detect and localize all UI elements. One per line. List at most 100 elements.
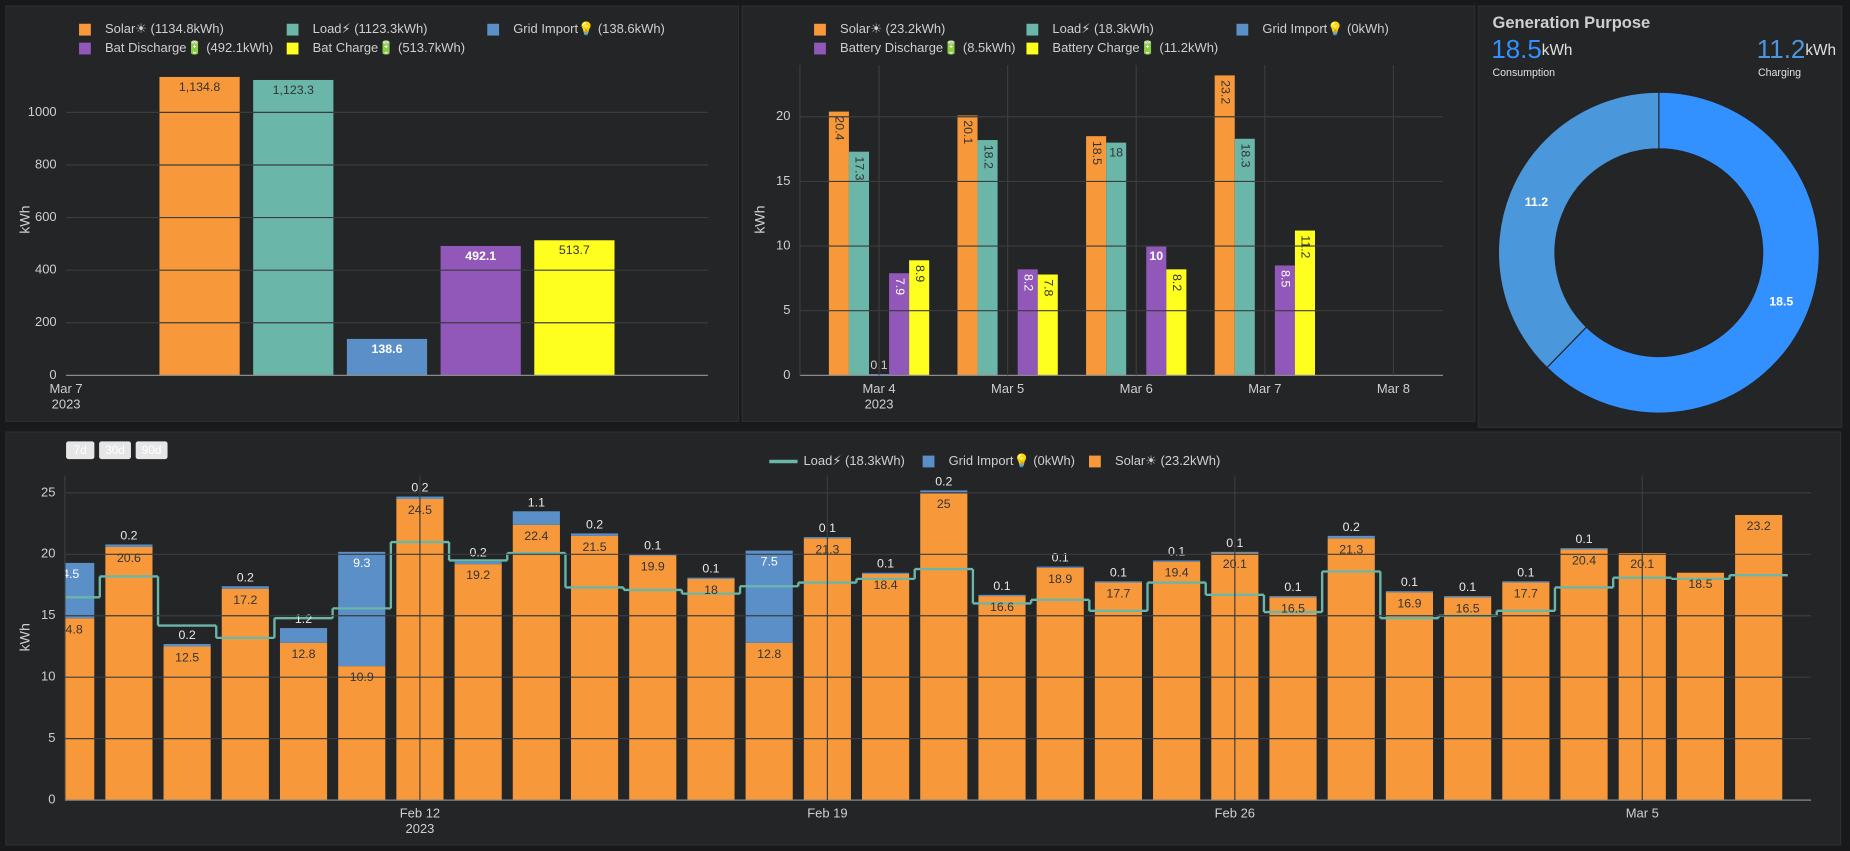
value-label: 8.2: [1170, 274, 1184, 291]
range-button[interactable]: [99, 441, 131, 460]
bar-segment: [1269, 596, 1317, 598]
value-label: 17.7: [1106, 587, 1130, 601]
value-label: 8.2: [1021, 274, 1035, 291]
y-axis-title: kWh: [17, 623, 33, 651]
value-label: 25: [937, 497, 951, 511]
value-label: 20.6: [117, 551, 141, 565]
value-label: 18.5: [1090, 141, 1104, 165]
bar-segment: [629, 554, 677, 556]
value-label: 18.2: [981, 145, 995, 169]
y-tick-label: 400: [35, 262, 57, 277]
bar: [1214, 75, 1235, 376]
donut-slice: [1497, 91, 1660, 369]
value-label: 21.5: [583, 540, 607, 554]
value-label: 18.9: [1048, 572, 1072, 586]
pie-title: Generation Purpose: [1493, 14, 1651, 32]
value-label: 7.9: [893, 278, 907, 295]
stat-value: 18.5: [1491, 36, 1541, 64]
bar: [909, 260, 930, 376]
legend-label: Solar☀ (23.2kWh): [1115, 453, 1220, 468]
bar-segment: [64, 562, 95, 619]
value-label: 12.5: [175, 651, 199, 665]
y-tick-label: 20: [776, 108, 790, 123]
value-label: 19.2: [466, 568, 490, 582]
value-label: 0.2: [935, 474, 952, 488]
bar-segment: [221, 588, 269, 801]
range-button[interactable]: [135, 441, 168, 460]
range-button-label[interactable]: 7d: [74, 444, 87, 457]
value-label: 12.8: [291, 647, 315, 661]
value-label: 0.1: [1284, 580, 1301, 594]
bar: [1106, 142, 1127, 376]
bar-segment: [163, 644, 211, 647]
value-label: 0.1: [877, 557, 894, 571]
value-label: 0.2: [1343, 520, 1360, 534]
y-tick-label: 0: [48, 792, 55, 807]
bar-segment: [1676, 572, 1725, 801]
value-label: 18.3: [1239, 143, 1253, 167]
value-label: 0.1: [1168, 544, 1185, 558]
x-tick-label: Mar 6: [1120, 381, 1153, 396]
value-label: 0.1: [644, 538, 661, 552]
y-tick-label: 10: [776, 237, 790, 252]
bar-segment: [1444, 597, 1492, 801]
bar-segment: [64, 618, 95, 801]
bar-segment: [570, 533, 619, 536]
x-tick-label: Mar 5: [1626, 806, 1659, 821]
stat-label: Consumption: [1493, 67, 1556, 79]
legend-swatch: [1088, 455, 1101, 468]
bar-segment: [105, 544, 153, 547]
x-year-label: 2023: [865, 396, 894, 411]
value-label: 0.2: [237, 570, 254, 584]
legend-label: Grid Import💡 (0kWh): [1262, 21, 1388, 36]
legend-label: Bat Charge🔋 (513.7kWh): [313, 40, 465, 55]
x-year-label: 2023: [52, 396, 81, 411]
bar-segment: [1735, 514, 1783, 801]
x-tick-label: Mar 4: [862, 381, 895, 396]
y-axis-title: kWh: [752, 205, 768, 233]
value-label: 7.5: [761, 555, 778, 569]
value-label: 8.9: [913, 265, 927, 282]
legend-swatch: [286, 23, 299, 36]
y-tick-label: 800: [35, 156, 57, 171]
value-label: 10: [1149, 249, 1163, 263]
bar-segment: [862, 573, 910, 801]
value-label: 1.2: [295, 612, 312, 626]
range-button-label[interactable]: 30d: [105, 444, 125, 457]
bar-segment: [1560, 549, 1608, 801]
legend-label: Battery Charge🔋 (11.2kWh): [1052, 40, 1218, 55]
y-tick-label: 200: [35, 314, 57, 329]
x-year-label: 2023: [406, 821, 435, 836]
slice-label: 18.5: [1769, 295, 1793, 309]
y-tick-label: 10: [41, 669, 55, 684]
value-label: 0.1: [1575, 532, 1592, 546]
donut-slice: [1546, 91, 1820, 414]
value-label: 19.4: [1165, 566, 1189, 580]
value-label: 16.5: [1281, 601, 1305, 615]
value-label: 14.8: [59, 622, 83, 636]
bar-segment: [1094, 582, 1142, 801]
range-button-label[interactable]: 90d: [142, 444, 162, 457]
legend-label: Load⚡ (18.3kWh): [803, 453, 904, 468]
legend-label: Solar☀ (23.2kWh): [840, 21, 945, 36]
value-label: 9.3: [353, 556, 370, 570]
range-button[interactable]: [66, 441, 95, 460]
bar: [1234, 138, 1255, 376]
bar: [159, 76, 240, 376]
bar-segment: [338, 666, 386, 801]
bar-segment: [1153, 560, 1201, 562]
y-tick-label: 600: [35, 209, 57, 224]
y-tick-label: 20: [41, 546, 55, 561]
value-label: 18.4: [874, 578, 898, 592]
bar-segment: [454, 564, 502, 801]
value-label: 0.2: [120, 528, 137, 542]
bar-segment: [1036, 566, 1084, 568]
value-label: 0.2: [586, 517, 603, 531]
legend-label: Bat Discharge🔋 (492.1kWh): [105, 40, 273, 55]
stat-unit: kWh: [1542, 42, 1573, 59]
value-label: 1,134.8: [179, 80, 220, 94]
y-tick-label: 15: [41, 607, 55, 622]
value-label: 0.1: [1110, 565, 1127, 579]
value-label: 8.5: [1279, 270, 1293, 287]
